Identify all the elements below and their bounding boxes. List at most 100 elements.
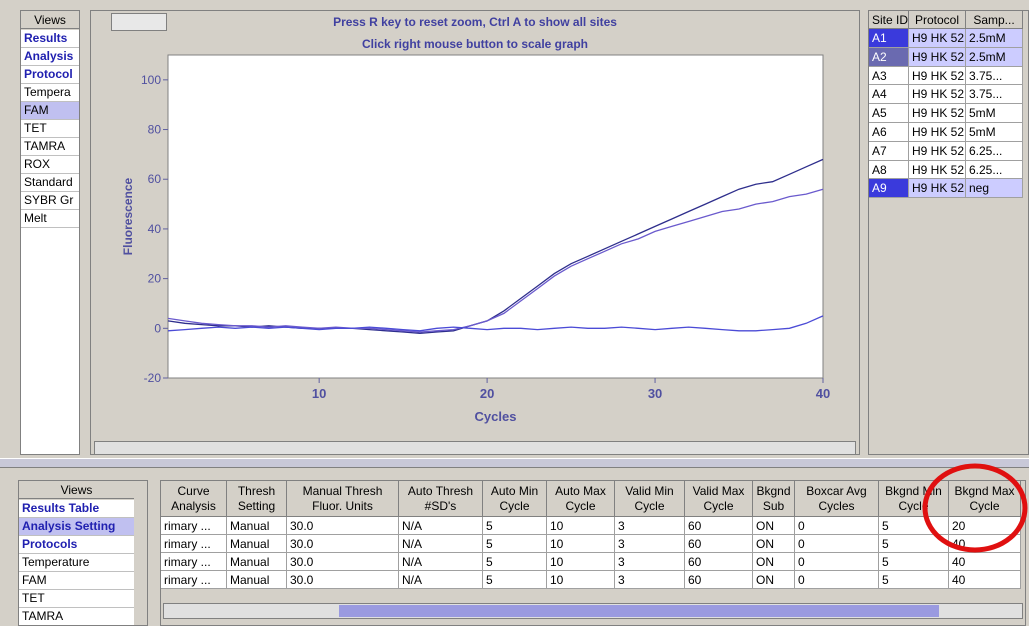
table-cell[interactable]: 2.5mM <box>966 29 1023 48</box>
list-item[interactable]: Results Table <box>19 500 134 518</box>
table-cell[interactable]: H9 HK 52 <box>909 141 966 161</box>
table-cell[interactable]: rimary ... <box>161 517 227 535</box>
table-cell[interactable]: H9 HK 52 <box>909 85 966 105</box>
table-cell[interactable]: 0 <box>795 553 879 571</box>
table-cell[interactable]: A8 <box>869 160 909 180</box>
table-cell[interactable]: A4 <box>869 85 909 105</box>
list-item[interactable]: Protocols <box>19 536 134 554</box>
column-header: Manual Thresh Fluor. Units <box>287 481 399 517</box>
table-cell[interactable]: 5 <box>879 553 949 571</box>
y-tick-label: 100 <box>141 73 161 87</box>
table-cell[interactable]: ON <box>753 553 795 571</box>
h-scrollbar[interactable] <box>94 441 856 455</box>
table-cell[interactable]: 5 <box>879 571 949 589</box>
table-cell[interactable]: 10 <box>547 553 615 571</box>
table-cell[interactable]: H9 HK 52 <box>909 160 966 180</box>
table-cell[interactable]: N/A <box>399 535 483 553</box>
table-cell[interactable]: 0 <box>795 517 879 535</box>
table-cell[interactable]: Manual <box>227 517 287 535</box>
table-cell[interactable]: A9 <box>869 179 909 199</box>
table-cell[interactable]: 2.5mM <box>966 47 1023 67</box>
list-item[interactable]: Tempera <box>21 84 79 102</box>
table-cell[interactable]: 6.25... <box>966 160 1023 180</box>
table-cell[interactable]: 30.0 <box>287 535 399 553</box>
y-tick-label: 20 <box>148 272 162 286</box>
table-cell[interactable]: 60 <box>685 553 753 571</box>
table-cell[interactable]: 30.0 <box>287 571 399 589</box>
table-cell[interactable]: N/A <box>399 571 483 589</box>
list-item[interactable]: Melt <box>21 210 79 228</box>
table-cell[interactable]: 3.75... <box>966 66 1023 86</box>
table-cell[interactable]: N/A <box>399 553 483 571</box>
table-cell[interactable]: Manual <box>227 535 287 553</box>
table-cell[interactable]: 5 <box>483 553 547 571</box>
table-cell[interactable]: rimary ... <box>161 535 227 553</box>
table-cell[interactable]: rimary ... <box>161 553 227 571</box>
table-cell[interactable]: 5 <box>483 535 547 553</box>
column-header: Samp... <box>966 11 1023 29</box>
list-item[interactable]: TAMRA <box>19 608 134 625</box>
table-cell[interactable]: 60 <box>685 535 753 553</box>
table-cell[interactable]: 30.0 <box>287 517 399 535</box>
list-item[interactable]: FAM <box>19 572 134 590</box>
column-header: Auto Max Cycle <box>547 481 615 517</box>
table-cell[interactable]: 40 <box>949 553 1021 571</box>
scroll-thumb[interactable] <box>339 605 939 617</box>
table-cell[interactable]: 0 <box>795 571 879 589</box>
table-cell[interactable]: ON <box>753 571 795 589</box>
table-cell[interactable]: H9 HK 52 <box>909 179 966 199</box>
table-cell[interactable]: 3 <box>615 517 685 535</box>
list-item[interactable]: SYBR Gr <box>21 192 79 210</box>
table-cell[interactable]: A3 <box>869 66 909 86</box>
table-cell[interactable]: rimary ... <box>161 571 227 589</box>
table-cell[interactable]: 3 <box>615 535 685 553</box>
table-cell[interactable]: 10 <box>547 517 615 535</box>
table-cell[interactable]: A6 <box>869 123 909 142</box>
list-item[interactable]: TAMRA <box>21 138 79 156</box>
print-button[interactable] <box>111 13 167 31</box>
list-item[interactable]: Temperature <box>19 554 134 572</box>
list-item[interactable]: TET <box>19 590 134 608</box>
list-item[interactable]: FAM <box>21 102 79 120</box>
table-cell[interactable]: A7 <box>869 141 909 161</box>
table-cell[interactable]: H9 HK 52 <box>909 66 966 86</box>
list-item[interactable]: Standard <box>21 174 79 192</box>
list-item[interactable]: Analysis Setting <box>19 518 134 536</box>
table-cell[interactable]: 3 <box>615 571 685 589</box>
table-cell[interactable]: Manual <box>227 571 287 589</box>
table-cell[interactable]: 3 <box>615 553 685 571</box>
list-item[interactable]: TET <box>21 120 79 138</box>
table-cell[interactable]: 0 <box>795 535 879 553</box>
table-cell[interactable]: 60 <box>685 517 753 535</box>
table-cell[interactable]: 3.75... <box>966 85 1023 105</box>
table-cell[interactable]: N/A <box>399 517 483 535</box>
list-item[interactable]: Analysis <box>21 48 79 66</box>
table-cell[interactable]: ON <box>753 535 795 553</box>
table-cell[interactable]: 5mM <box>966 104 1023 123</box>
list-item[interactable]: Results <box>21 30 79 48</box>
table-cell[interactable]: A5 <box>869 104 909 123</box>
table-cell[interactable]: H9 HK 52 <box>909 123 966 142</box>
table-cell[interactable]: A1 <box>869 29 909 48</box>
splitter[interactable] <box>0 458 1029 468</box>
h-scrollbar[interactable] <box>163 603 1023 619</box>
table-cell[interactable]: A2 <box>869 47 909 67</box>
list-item[interactable]: ROX <box>21 156 79 174</box>
table-cell[interactable]: Manual <box>227 553 287 571</box>
table-cell[interactable]: 40 <box>949 571 1021 589</box>
notice-line: Press R key to reset zoom, Ctrl A to sho… <box>333 15 617 29</box>
table-cell[interactable]: 10 <box>547 571 615 589</box>
table-cell[interactable]: 60 <box>685 571 753 589</box>
table-cell[interactable]: H9 HK 52 <box>909 104 966 123</box>
list-item[interactable]: Protocol <box>21 66 79 84</box>
table-cell[interactable]: H9 HK 52 <box>909 47 966 67</box>
table-cell[interactable]: H9 HK 52 <box>909 29 966 48</box>
table-cell[interactable]: 6.25... <box>966 141 1023 161</box>
table-cell[interactable]: 5mM <box>966 123 1023 142</box>
table-cell[interactable]: 30.0 <box>287 553 399 571</box>
table-cell[interactable]: neg <box>966 179 1023 199</box>
table-cell[interactable]: 10 <box>547 535 615 553</box>
table-cell[interactable]: ON <box>753 517 795 535</box>
table-cell[interactable]: 5 <box>483 571 547 589</box>
table-cell[interactable]: 5 <box>483 517 547 535</box>
